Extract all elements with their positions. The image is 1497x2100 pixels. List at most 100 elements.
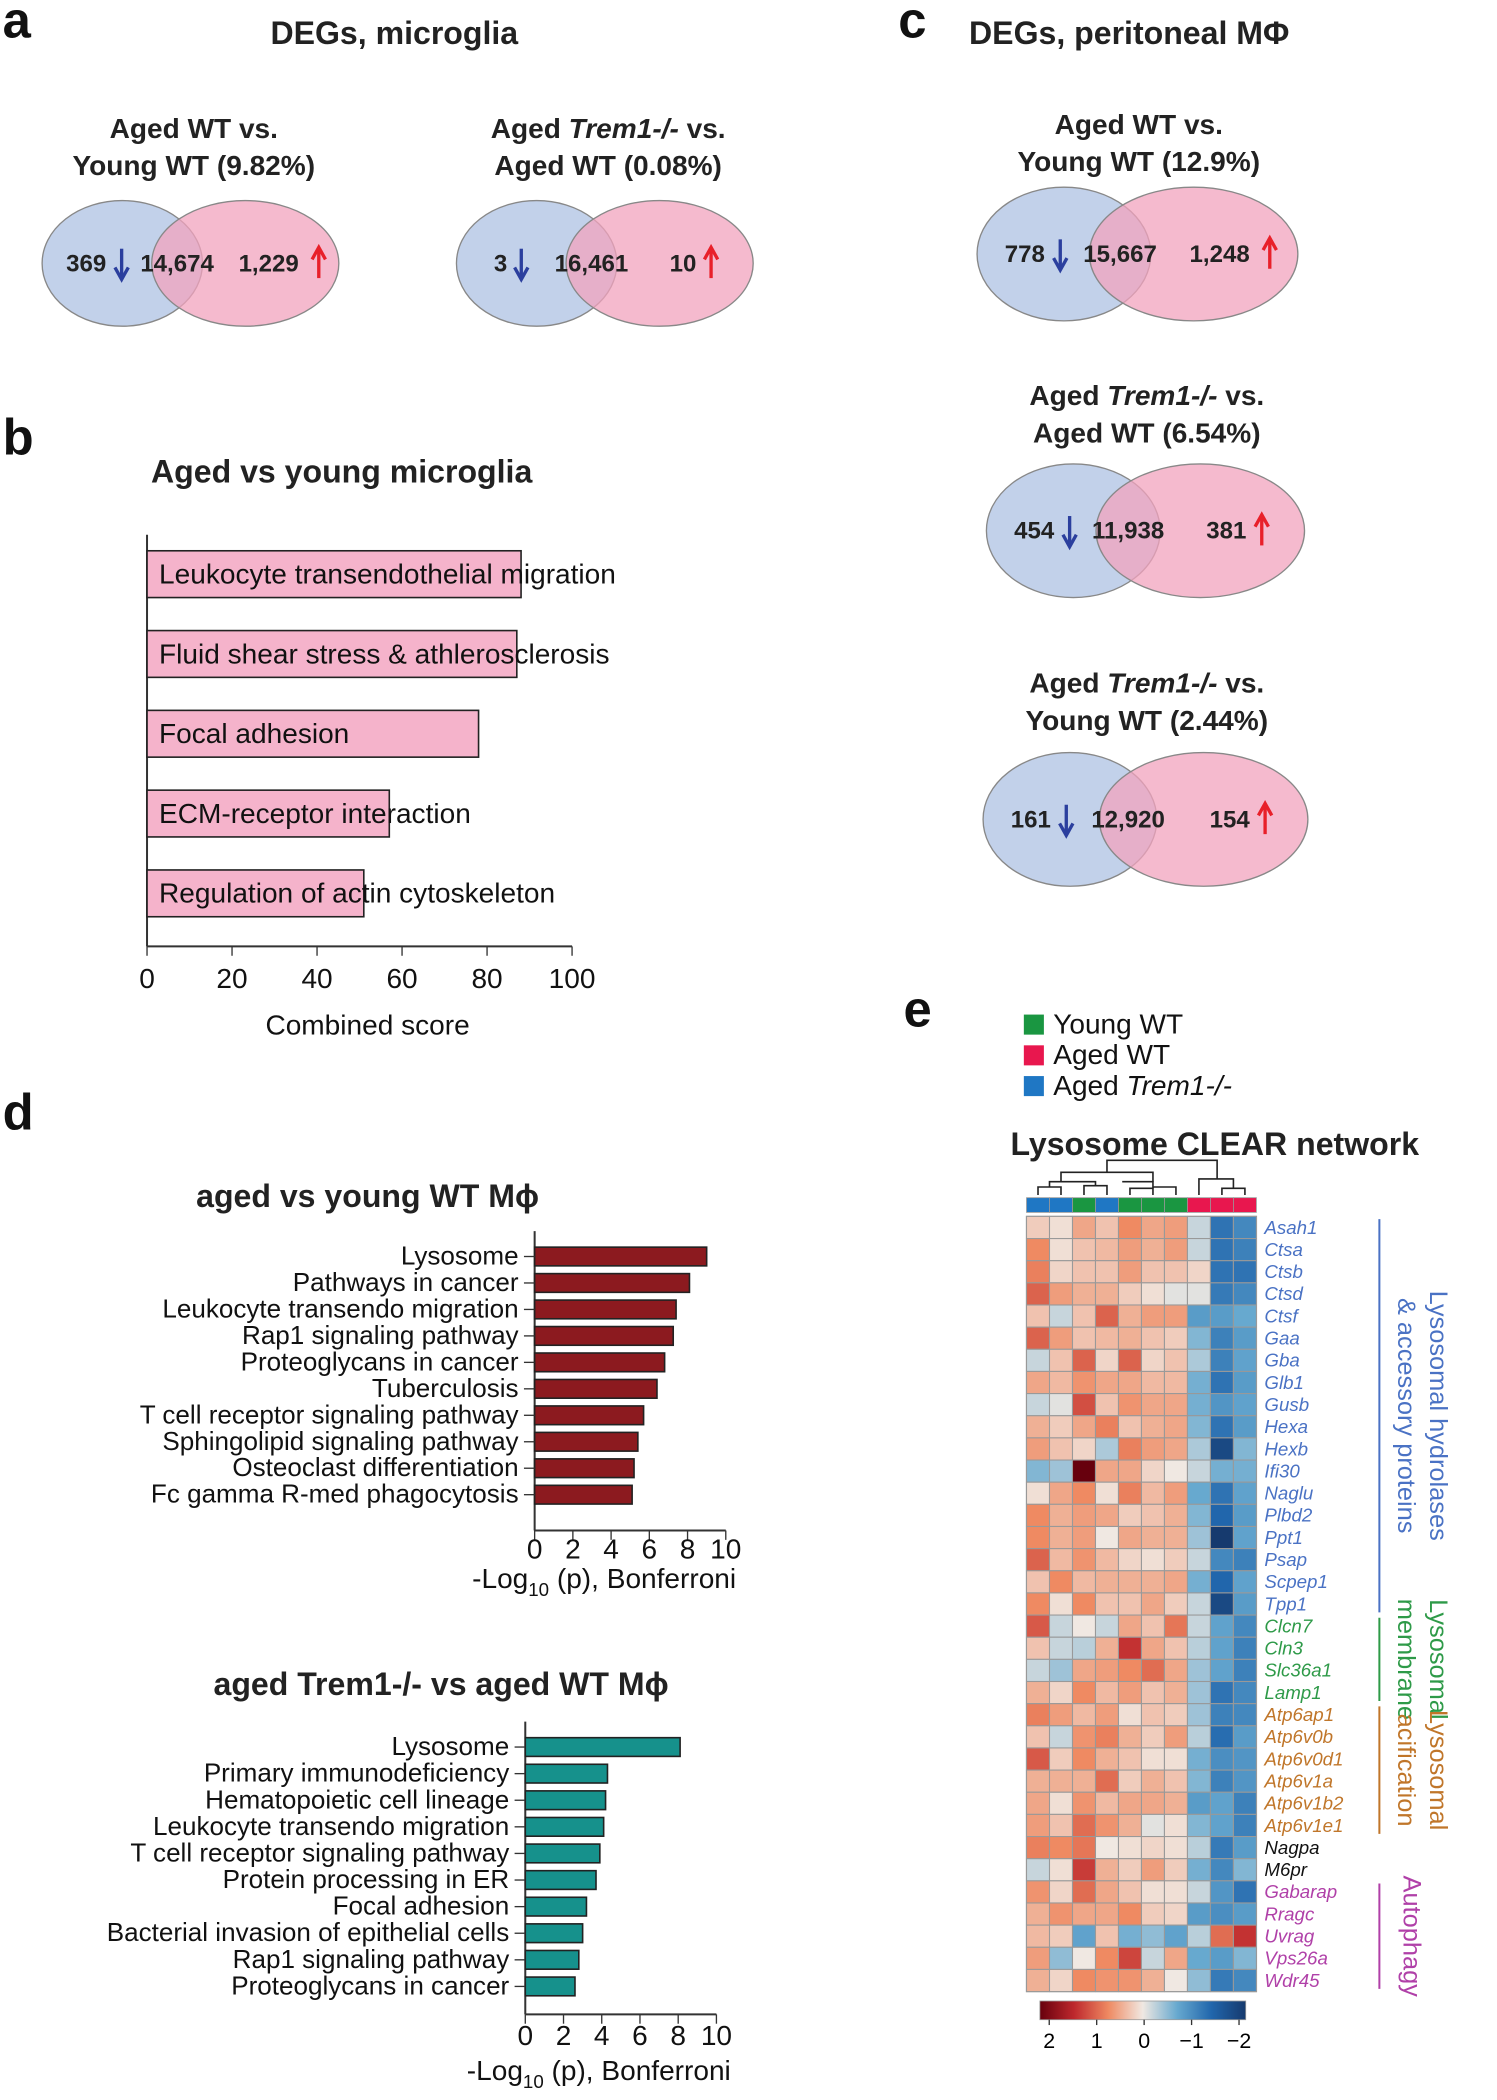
gene-label: Cln3 [1264,1638,1303,1659]
heatmap-cell [1186,1747,1211,1771]
heatmap-cell [1071,1946,1097,1970]
venn-title-line: Young WT (2.44%) [1026,705,1269,736]
heatmap-cell [1209,1968,1234,1993]
bar-label: Fc gamma R-med phagocytosis [151,1479,519,1509]
gene-label: Ctsa [1264,1239,1302,1260]
heatmap-cell [1140,1592,1165,1616]
gene-label: Atp6ap1 [1263,1704,1334,1725]
heatmap-cell [1048,1326,1074,1350]
heatmap-cell [1186,1592,1211,1616]
heatmap-cell [1186,1703,1211,1727]
heatmap-cell [1209,1703,1234,1727]
heatmap-cell [1140,1858,1165,1882]
heatmap-cell [1209,1348,1234,1372]
x-tick-label: 100 [549,963,596,994]
heatmap-cell [1232,1658,1257,1683]
heatmap-cell [1071,1370,1097,1395]
heatmap-cell [1117,1813,1142,1838]
bar-label: Pathways in cancer [293,1267,519,1297]
gene-label: Ppt1 [1264,1527,1302,1548]
bar-label: Rap1 signaling pathway [242,1320,519,1350]
heatmap-cell [1025,1924,1051,1948]
heatmap-cell [1163,1703,1188,1727]
heatmap-cell [1209,1902,1234,1926]
gene-label: Clcn7 [1264,1615,1312,1636]
dendrogram-branch [1122,1180,1154,1189]
heatmap-cell [1025,1304,1051,1328]
venn-title-line-part: Young WT (2.44%) [1026,705,1269,736]
gene-label: Rragc [1264,1903,1315,1924]
bar [533,1325,675,1347]
heatmap-cell [1094,1592,1120,1616]
heatmap-cell [1163,1326,1188,1350]
heatmap-cell [1163,1658,1188,1683]
heatmap-cell [1186,1880,1211,1904]
heatmap-cell [1117,1968,1142,1993]
dendrogram-branch [1198,1178,1235,1196]
heatmap-cell [1048,1393,1074,1417]
heatmap-cell [1140,1503,1165,1528]
bar-label: Focal adhesion [333,1891,510,1921]
bar [524,1763,609,1784]
colorbar-tick-label: 0 [1138,2029,1150,2053]
heatmap-cell [1186,1614,1211,1638]
legend-swatch [1023,1076,1044,1097]
heatmap-cell [1048,1658,1074,1683]
gene-label: Ctsd [1264,1283,1303,1304]
heatmap-cell [1209,1570,1234,1594]
heatmap-cell [1140,1370,1165,1395]
heatmap-cell [1163,1680,1188,1705]
heatmap-cell [1186,1658,1211,1683]
heatmap-cell [1186,1636,1211,1660]
heatmap-cell [1209,1836,1234,1860]
down-arrow-icon [1058,804,1075,839]
heatmap-cell [1232,1680,1257,1705]
heatmap-cell [1025,1769,1051,1793]
heatmap-cell [1117,1592,1142,1616]
group-label: Autophagy [1397,1876,1425,1998]
x-axis-label-part: -Log [472,1563,528,1594]
heatmap-cell [1117,1215,1142,1240]
heatmap-cell [1232,1481,1257,1505]
heatmap-cell [1048,1238,1074,1262]
dendrogram-branch [1048,1180,1097,1188]
heatmap-cell [1048,1282,1074,1306]
legend-label: Aged Trem1-/- [1053,1070,1232,1101]
heatmap-cell [1071,1614,1097,1638]
venn-title-line-part: Aged [1029,380,1107,411]
x-tick-label: 10 [701,2020,732,2051]
heatmap-cell [1186,1680,1211,1705]
heatmap-cell [1117,1703,1142,1727]
column-annotation [1049,1197,1073,1213]
panel-letter-a: a [3,0,32,49]
venn-diagram: Aged Trem1-/- vs. Young WT (2.44%) 161 12,9… [982,667,1309,887]
gene-label: Gabarap [1264,1881,1337,1902]
gene-label: Atp6v0d1 [1263,1748,1343,1769]
heatmap-cell [1117,1370,1142,1395]
x-tick-label: 0 [139,963,155,994]
up-arrow-icon [310,243,327,279]
heatmap-cell [1232,1813,1257,1838]
heatmap-cell [1117,1902,1142,1926]
heatmap-cell [1209,1636,1234,1660]
column-annotation [1026,1197,1050,1213]
heatmap-cell [1163,1238,1188,1262]
venn-down-count: 3 [494,250,507,277]
heatmap-cell [1140,1747,1165,1771]
heatmap-cell [1094,1791,1120,1815]
heatmap-cell [1025,1836,1051,1860]
venn-diagrams: Aged WT vs. Young WT (9.82%) 369 14,674 1,22… [41,109,1309,887]
heatmap-cell [1232,1902,1257,1926]
heatmap-cell [1232,1238,1257,1262]
heatmap-cell [1025,1282,1051,1306]
heatmap-cell [1209,1747,1234,1771]
heatmap-cell [1025,1614,1051,1638]
heatmap-cell [1094,1880,1120,1904]
x-tick-label: 80 [471,963,502,994]
heatmap-cell [1117,1238,1142,1262]
up-arrow-icon [1261,234,1278,269]
heatmap-cell [1209,1326,1234,1350]
colorbar-tick-label: −2 [1227,2029,1251,2053]
venn-up-set [151,199,340,327]
